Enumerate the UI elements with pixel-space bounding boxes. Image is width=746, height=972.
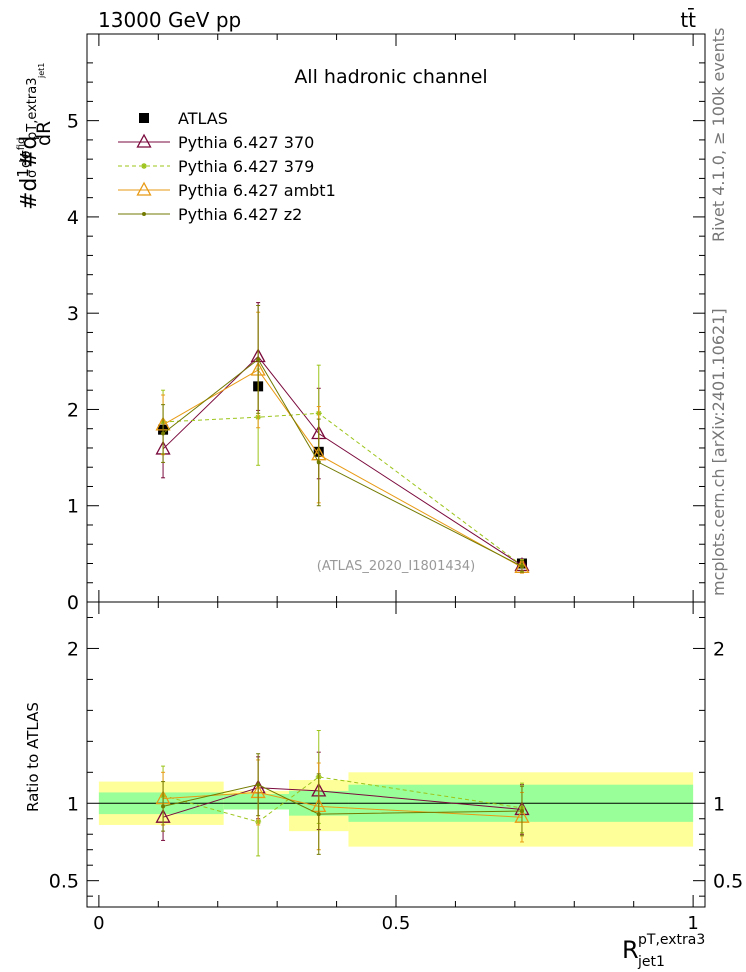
y-tick-label: 5 [67,111,79,133]
mcplots-label: mcplots.cern.ch [arXiv:2401.10621] [709,308,728,596]
y-tick-label: 2 [67,399,79,421]
legend-marker [141,163,147,169]
main-panel: 0 1 2 3 4 5 All hadronic channel (ATLAS_2020_… [14,33,706,614]
ratio-panel: 0 0.5 1 0.5 0.5 1 1 2 2 Ratio to ATLAS R pT,extr… [24,601,743,970]
data-point [316,812,321,817]
y-tick-label: 4 [67,207,79,229]
series-line [162,358,523,567]
data-point [161,431,166,436]
x-axis-label: R pT,extra3 jet1 [622,932,705,970]
y-tick-label-right: 0.5 [713,871,743,893]
analysis-annotation: (ATLAS_2020_I1801434) [317,559,475,574]
ratio-ylabel: Ratio to ATLAS [24,702,42,812]
data-point [256,357,261,362]
main-ylabel-jet: jet1 [37,63,46,79]
legend-label: Pythia 6.427 z2 [178,205,302,224]
y-tick-label-right: 2 [713,638,725,660]
x-axis-label-sub: jet1 [637,954,665,970]
x-axis-label-sup: pT,extra3 [638,932,705,948]
series-line [163,412,523,566]
legend-marker [136,133,152,148]
legend-marker [139,113,149,123]
stat-uncertainty-band [223,793,290,810]
data-point [316,460,321,465]
main-ylabel-text: #d1#d [14,136,42,210]
x-tick-label: 1 [687,913,698,934]
legend-label: Pythia 6.427 ambt1 [178,181,336,200]
legend-label: Pythia 6.427 379 [178,157,314,176]
legend-marker [142,212,146,216]
data-point [161,804,166,809]
y-tick-label: 0 [67,592,79,614]
main-ylabel: #d1#d σ dσfid pT,extra3 jet1 dR [14,63,55,210]
x-tick-label: 0 [93,913,104,934]
legend-label: ATLAS [178,109,228,128]
y-tick-label: 1 [67,496,79,518]
series-line [162,787,523,818]
y-tick-label: 2 [67,638,79,660]
data-point [519,564,524,569]
ratio-frame [86,601,706,908]
series-line [162,784,522,815]
main-ylabel-dr: dR [33,121,55,146]
x-axis-label-r: R [622,936,639,964]
y-tick-label: 0.5 [49,871,79,893]
series-line [162,355,523,566]
legend-label: Pythia 6.427 370 [178,133,314,152]
data-point [256,782,261,787]
header-energy: 13000 GeV pp [98,8,241,32]
main-ylabel-sub: pT,extra3 [25,78,40,140]
header-process: tt̄ [680,7,696,32]
main-ylabel-sigma: σ [25,170,40,178]
rivet-label: Rivet 4.1.0, ≥ 100k events [709,28,728,242]
y-tick-label-right: 1 [713,793,725,815]
y-tick-label: 1 [67,793,79,815]
chart-title: All hadronic channel [294,66,487,88]
y-tick-label: 3 [67,303,79,325]
legend-marker [136,181,152,196]
legend: ATLAS Pythia 6.427 370 Pythia 6.427 379 Pyt… [118,109,336,224]
series-line [162,369,523,568]
x-tick-label: 0.5 [382,913,411,934]
data-point [519,809,524,814]
